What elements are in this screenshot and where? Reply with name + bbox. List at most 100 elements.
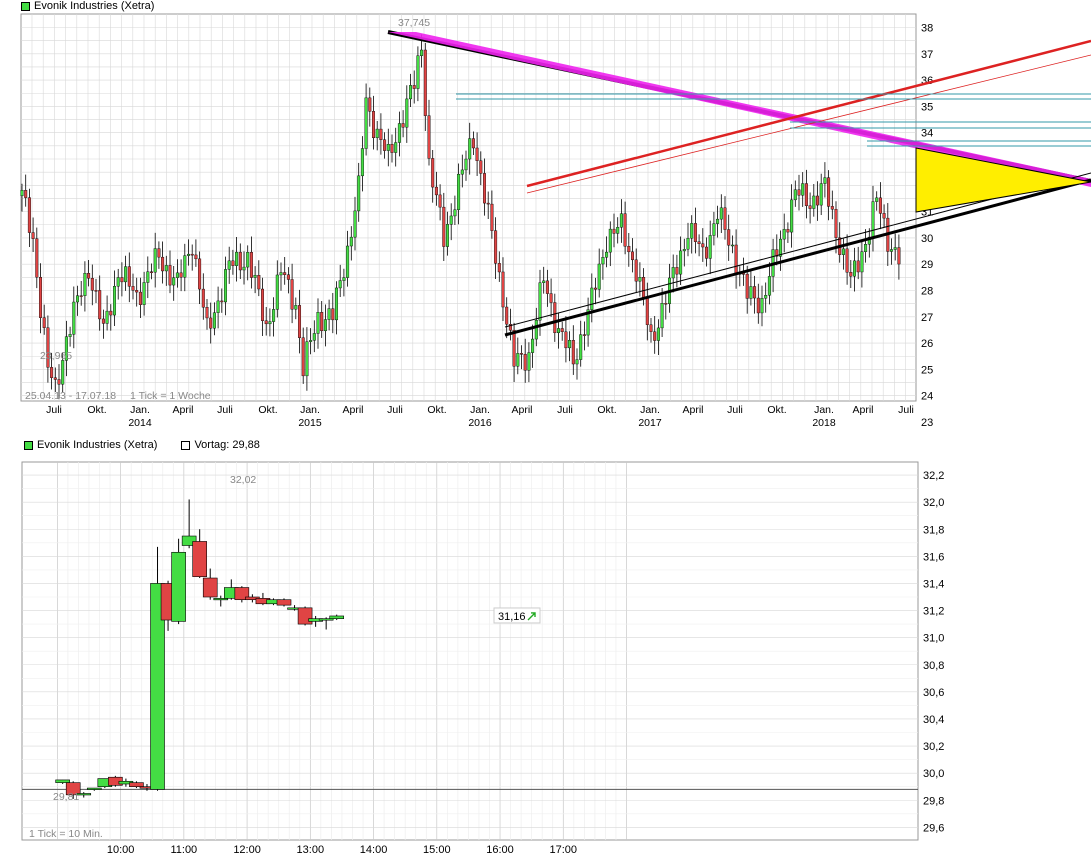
top-legend-title: Evonik Industries (Xetra) [34, 0, 155, 12]
intraday-candle-body [129, 782, 144, 788]
x-tick-label: Juli [727, 404, 743, 416]
weekly-candle-body [290, 279, 294, 310]
weekly-candle-body [497, 263, 501, 273]
weekly-candle-body [464, 158, 468, 171]
weekly-candle-body [616, 226, 620, 234]
intraday-candle-body [65, 782, 81, 796]
x-tick-label: 11:00 [170, 844, 197, 856]
weekly-candle-body [745, 273, 749, 299]
weekly-candle-body [446, 224, 450, 247]
weekly-candle-body [101, 318, 105, 324]
weekly-candle-body [760, 298, 764, 314]
year-label: 2017 [638, 417, 662, 429]
y-tick-label: 31,8 [923, 524, 944, 536]
intraday-candle-body [171, 551, 186, 622]
y-tick-label: 27 [921, 312, 933, 324]
weekly-candle-body [753, 286, 757, 299]
legend-white-square-icon [181, 440, 191, 450]
weekly-candle-body [619, 213, 623, 228]
weekly-candle-body [801, 183, 805, 196]
weekly-candle-body [283, 272, 287, 275]
weekly-candle-body [727, 229, 731, 246]
weekly-candle-body [127, 266, 131, 287]
weekly-candle-body [534, 320, 538, 340]
y-tick-label: 30,8 [923, 660, 944, 672]
x-tick-label: Jan. [640, 404, 660, 416]
intraday-candle-body [192, 541, 207, 577]
weekly-candle-body [623, 213, 627, 247]
intraday-candle-body [202, 577, 218, 598]
weekly-candle-body [594, 287, 598, 290]
weekly-candle-body [564, 331, 568, 349]
weekly-candle-body [53, 377, 57, 380]
y-tick-label: 31,6 [923, 551, 944, 563]
weekly-candle-body [90, 278, 94, 291]
weekly-candle-body [146, 271, 150, 283]
y-tick-label: 29,6 [923, 822, 944, 834]
weekly-candle-body [608, 228, 612, 253]
weekly-candle-body [531, 338, 535, 353]
weekly-candle-body [856, 260, 860, 273]
weekly-candle-body [331, 308, 335, 321]
weekly-candle-body [860, 251, 864, 273]
weekly-candle-body [631, 251, 635, 261]
x-tick-label: 13:00 [297, 844, 325, 856]
weekly-candle-body [882, 213, 886, 219]
weekly-candle-body [775, 249, 779, 257]
weekly-candle-body [442, 206, 446, 247]
weekly-candle-body [560, 328, 564, 333]
weekly-candle-body [39, 277, 43, 318]
weekly-candle-body [549, 293, 553, 303]
weekly-candle-body [379, 128, 383, 140]
weekly-candle-body [457, 173, 461, 210]
weekly-candle-body [823, 177, 827, 184]
y-tick-label: 37 [921, 49, 933, 61]
weekly-candle-body [486, 202, 490, 205]
weekly-candle-body [238, 251, 242, 271]
weekly-candle-body [383, 139, 387, 151]
weekly-candle-body [349, 236, 353, 247]
weekly-candle-body [327, 308, 331, 320]
weekly-candle-body [135, 290, 139, 293]
year-label: 2015 [298, 417, 322, 429]
weekly-candle-body [656, 327, 660, 341]
weekly-candle-body [420, 49, 424, 56]
weekly-candle-body [627, 245, 631, 253]
weekly-candle-body [142, 282, 146, 305]
weekly-candle-body [227, 260, 231, 270]
weekly-candle-body [449, 215, 453, 225]
weekly-candle-body [409, 85, 413, 100]
weekly-candle-body [50, 367, 54, 378]
x-tick-label: 17:00 [550, 844, 578, 856]
weekly-candle-body [231, 260, 235, 266]
weekly-candle-body [272, 309, 276, 322]
weekly-candle-body [693, 223, 697, 242]
weekly-candle-body [830, 206, 834, 210]
tick-note: 1 Tick = 10 Min. [29, 828, 103, 840]
weekly-candle-body [568, 340, 572, 349]
weekly-candle-body [597, 263, 601, 290]
weekly-candle-body [797, 189, 801, 196]
weekly-candle-body [890, 249, 894, 252]
weekly-candle-body [216, 300, 220, 313]
weekly-candle-body [164, 265, 168, 272]
bottom-legend-vortag: Vortag: 29,88 [194, 439, 260, 451]
weekly-candle-body [575, 359, 579, 365]
weekly-candle-body [516, 353, 520, 367]
y-tick-label: 30,2 [923, 741, 944, 753]
weekly-candle-body [871, 201, 875, 238]
weekly-candle-body [375, 128, 379, 139]
x-tick-label: 14:00 [360, 844, 388, 856]
x-tick-label: Okt. [767, 404, 786, 416]
weekly-candle-body [149, 271, 153, 273]
weekly-candle-body [845, 248, 849, 273]
weekly-candle-body [804, 183, 808, 206]
weekly-candle-body [779, 238, 783, 257]
weekly-candle-body [819, 183, 823, 206]
weekly-candle-body [212, 312, 216, 329]
weekly-candle-body [553, 302, 557, 334]
year-label: 2018 [812, 417, 836, 429]
weekly-candle-body [878, 197, 882, 214]
weekly-candle-body [223, 269, 227, 303]
weekly-candle-body [501, 271, 505, 308]
